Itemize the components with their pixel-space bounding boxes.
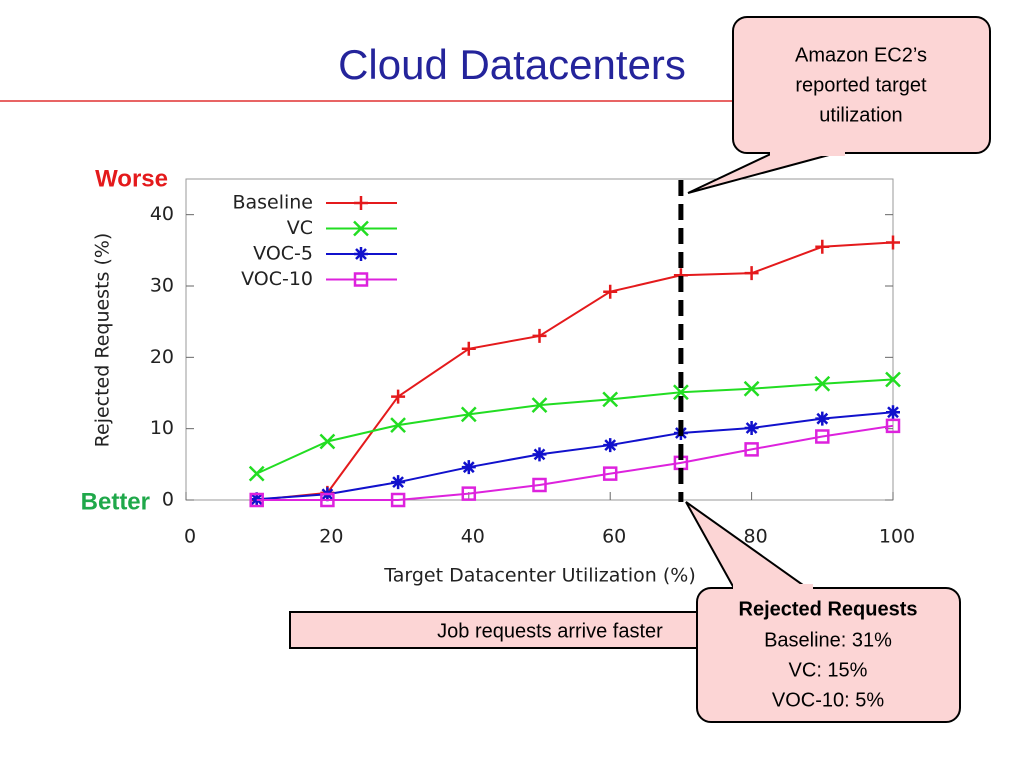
y-tick-label: 10 <box>150 417 174 439</box>
callout-line: VOC-10: 5% <box>772 689 884 711</box>
slide-title: Cloud Datacenters <box>338 41 686 88</box>
legend-label: VOC-5 <box>253 243 313 265</box>
x-tick-label: 100 <box>879 526 915 548</box>
callout-line: Amazon EC2’s <box>795 44 927 66</box>
legend-label: Baseline <box>232 192 313 214</box>
callout-tail <box>687 151 841 194</box>
series-line <box>256 241 894 501</box>
marker <box>461 460 476 475</box>
legend-marker <box>354 196 368 210</box>
marker <box>320 492 335 508</box>
legend-label: VOC-10 <box>241 268 313 290</box>
plot-frame <box>185 178 894 501</box>
marker <box>744 442 759 457</box>
marker <box>743 380 760 397</box>
callout-join <box>733 584 813 592</box>
marker <box>531 397 548 414</box>
marker <box>744 266 759 281</box>
better-label: Better <box>81 488 150 515</box>
y-tick-label: 20 <box>150 346 174 368</box>
marker <box>460 406 477 423</box>
legend-marker <box>354 247 368 261</box>
marker <box>319 433 336 450</box>
marker <box>390 492 406 508</box>
marker <box>815 239 830 254</box>
y-axis-label: Rejected Requests (%) <box>92 233 114 448</box>
legend-label: VC <box>287 217 313 239</box>
marker <box>532 447 547 462</box>
marker <box>461 486 477 501</box>
callout-line: reported target <box>795 74 927 96</box>
callout-top <box>732 16 991 154</box>
marker <box>744 420 759 435</box>
y-tick-label: 30 <box>150 275 174 297</box>
marker <box>673 384 689 401</box>
y-tick-label: 0 <box>162 489 174 511</box>
marker <box>248 465 265 482</box>
marker <box>815 429 830 444</box>
series-line <box>256 378 894 475</box>
plot: 0 10 20 30 40 0 20 40 60 80 100 Target Datacenter U… <box>92 178 915 587</box>
callout-line: VC: 15% <box>789 659 868 681</box>
y-tick-label: 40 <box>150 203 174 225</box>
legend-marker <box>353 220 369 237</box>
marker <box>603 438 618 453</box>
marker <box>885 371 901 388</box>
marker <box>391 389 406 404</box>
callout-join <box>770 148 845 156</box>
callout-bottom <box>696 587 961 723</box>
x-tick-label: 60 <box>602 526 626 548</box>
marker <box>390 417 406 433</box>
callout-line: Baseline: 31% <box>764 629 892 651</box>
marker <box>532 328 547 343</box>
callout-line: utilization <box>819 104 902 126</box>
marker <box>602 466 618 481</box>
callout-tail <box>685 501 814 591</box>
worse-label: Worse <box>95 165 168 192</box>
marker <box>249 492 264 508</box>
legend-marker <box>353 272 369 287</box>
series-line <box>256 411 894 501</box>
marker <box>886 405 900 420</box>
marker <box>461 341 476 356</box>
marker <box>815 411 830 426</box>
marker <box>814 375 831 392</box>
x-tick-label: 20 <box>319 526 343 548</box>
x-tick-label: 40 <box>461 526 485 548</box>
marker <box>885 418 901 434</box>
x-tick-label: 0 <box>184 526 196 548</box>
note-text: Job requests arrive faster <box>437 620 663 642</box>
marker <box>391 475 406 490</box>
marker <box>532 477 547 493</box>
marker <box>886 235 900 250</box>
marker <box>602 391 619 408</box>
callout-heading: Rejected Requests <box>739 598 918 620</box>
x-axis-label: Target Datacenter Utilization (%) <box>383 565 695 587</box>
x-tick-label: 80 <box>744 526 768 548</box>
marker <box>603 284 618 299</box>
series-line <box>256 424 894 501</box>
